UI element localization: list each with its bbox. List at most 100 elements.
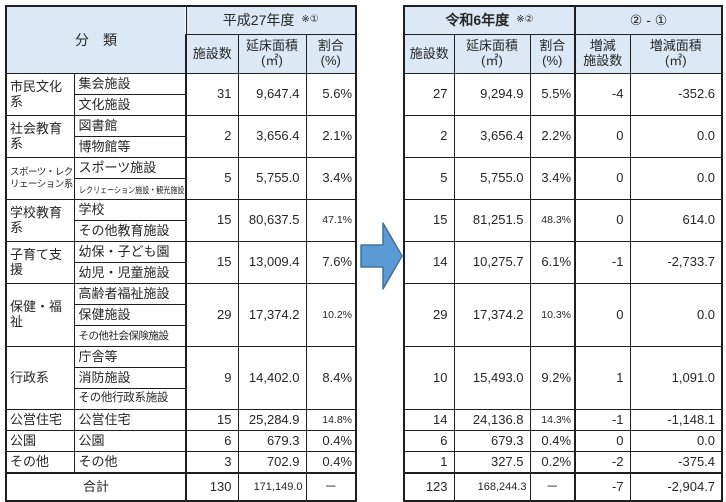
table-row: 公園 公園 6 679.3 0.4% 6 679.3 0.4% 0 0.0: [5, 430, 724, 452]
diff-area-cell: 614.0: [629, 199, 724, 242]
diff-count-cell: -1: [574, 409, 631, 431]
h27-area-cell: 80,637.5: [237, 199, 307, 242]
h27-title-cell: 平成27年度 ※①: [185, 5, 358, 35]
subcategory-cell: その他社会保険施設: [73, 325, 187, 347]
r6-note: ※②: [516, 14, 534, 26]
r6-pct-cell: 9.2%: [529, 346, 576, 410]
r6-count-cell: 27: [403, 73, 455, 116]
r6-count-cell: 14: [403, 241, 455, 284]
category-cell: 学校教育系: [5, 199, 75, 242]
r6-pct-cell: 0.2%: [529, 451, 576, 474]
category-cell: 公園: [5, 430, 75, 452]
category-cell: 子育て支援: [5, 241, 75, 284]
r6-total-pct-cell: －: [529, 472, 576, 502]
subcategory-cell: 文化施設: [73, 94, 187, 116]
h27-pct-cell: 14.8%: [305, 409, 358, 431]
r6-pct-cell: 48.3%: [529, 199, 576, 242]
pct-unit: (%): [542, 53, 563, 68]
spacer: [356, 6, 405, 35]
h27-count-header: 施設数: [185, 34, 239, 74]
table-row: その他教育施設: [6, 220, 722, 242]
spacer: [356, 115, 405, 158]
classification-header: 分 類: [5, 5, 187, 74]
h27-total-count-cell: 130: [185, 472, 239, 502]
r6-pct-cell: 0.4%: [529, 430, 576, 452]
spacer: [356, 409, 405, 431]
diff-area-cell: 0.0: [629, 430, 724, 452]
r6-pct-cell: 2.2%: [529, 115, 576, 158]
r6-count-cell: 14: [403, 409, 455, 431]
r6-area-cell: 9,294.9: [453, 73, 531, 116]
diff-area-cell: -1,148.1: [629, 409, 724, 431]
category-cell: スポーツ・レクリェーション系: [5, 157, 75, 200]
h27-pct-cell: 3.4%: [305, 157, 358, 200]
h27-total-area-cell: 171,149.0: [237, 472, 307, 502]
spacer: [356, 346, 405, 410]
diff-area-header: 増減面積 (㎡): [629, 34, 724, 74]
r6-pct-cell: 3.4%: [529, 157, 576, 200]
category-cell: 行政系: [5, 346, 75, 410]
subcategory-cell: その他教育施設: [73, 220, 187, 242]
spacer: [356, 73, 405, 116]
spacer: [356, 157, 405, 200]
subcategory-cell: 高齢者福祉施設: [73, 283, 187, 305]
diff-count-cell: 0: [574, 199, 631, 242]
r6-area-cell: 10,275.7: [453, 241, 531, 284]
category-cell: 市民文化系: [5, 73, 75, 116]
subcategory-cell: 図書館: [73, 115, 187, 137]
diff-area-cell: -2,733.7: [629, 241, 724, 284]
r6-count-cell: 5: [403, 157, 455, 200]
facility-comparison-page: 分 類 平成27年度 ※① 令和6年度 ※② ② - ① 施設数 延床面積 (㎡) 割…: [5, 5, 724, 502]
r6-title: 令和6年度: [445, 12, 510, 29]
category-cell: 公営住宅: [5, 409, 75, 431]
table-row: 博物館等: [6, 136, 722, 158]
subcategory-cell: 庁舎等: [73, 346, 187, 368]
diff-count-cell: 0: [574, 283, 631, 347]
table-row: スポーツ・レクリェーション系 スポーツ施設 5 5,755.0 3.4% 5 5…: [5, 157, 724, 200]
h27-area-header: 延床面積 (㎡): [237, 34, 307, 74]
h27-pct-cell: 47.1%: [305, 199, 358, 242]
spacer: [356, 430, 405, 452]
area-unit: (㎡): [481, 53, 503, 68]
subcategory-cell: 博物館等: [73, 136, 187, 158]
subcategory-label: レクリェーション施設・観光施設: [78, 184, 184, 195]
subcategory-cell: 幼保・子ども園: [73, 241, 187, 263]
r6-area-cell: 15,493.0: [453, 346, 531, 410]
h27-pct-cell: 7.6%: [305, 241, 358, 284]
diff-count-label: 増減: [589, 38, 616, 54]
h27-area-cell: 3,656.4: [237, 115, 307, 158]
r6-area-cell: 3,656.4: [453, 115, 531, 158]
r6-count-header: 施設数: [403, 34, 455, 74]
diff-area-label: 増減面積: [649, 38, 702, 54]
subcategory-cell: 消防施設: [73, 367, 187, 389]
pct-unit: (%): [320, 53, 341, 68]
table-row: その他社会保険施設: [6, 325, 722, 347]
diff-count-label2: 施設数: [583, 53, 623, 68]
header-row-1: 分 類 平成27年度 ※① 令和6年度 ※② ② - ①: [5, 5, 724, 74]
h27-count-cell: 2: [185, 115, 239, 158]
right-arrow-icon: [360, 221, 403, 291]
r6-area-cell: 81,251.5: [453, 199, 531, 242]
subcategory-cell: 公園: [73, 430, 187, 452]
r6-pct-cell: 14.3%: [529, 409, 576, 431]
r6-count-cell: 15: [403, 199, 455, 242]
table-row: 学校教育系 学校 15 80,637.5 47.1% 15 81,251.5 4…: [5, 199, 724, 242]
diff-area-cell: 0.0: [629, 115, 724, 158]
h27-count-cell: 5: [185, 157, 239, 200]
spacer: [356, 473, 405, 501]
h27-count-cell: 3: [185, 451, 239, 474]
subcategory-cell: 集会施設: [73, 73, 187, 95]
table-row: 市民文化系 集会施設 31 9,647.4 5.6% 27 9,294.9 5.…: [5, 73, 724, 116]
r6-area-cell: 17,374.2: [453, 283, 531, 347]
diff-area-cell: 0.0: [629, 283, 724, 347]
r6-area-cell: 679.3: [453, 430, 531, 452]
h27-count-cell: 6: [185, 430, 239, 452]
spacer: [356, 283, 405, 347]
subcategory-cell: レクリェーション施設・観光施設: [73, 178, 187, 200]
h27-note: ※①: [301, 14, 319, 26]
diff-count-cell: -2: [574, 451, 631, 474]
r6-total-area-cell: 168,244.3: [453, 472, 531, 502]
spacer: [356, 199, 405, 242]
diff-count-cell: 0: [574, 430, 631, 452]
table-row: 行政系 庁舎等 9 14,402.0 8.4% 10 15,493.0 9.2%…: [5, 346, 724, 410]
